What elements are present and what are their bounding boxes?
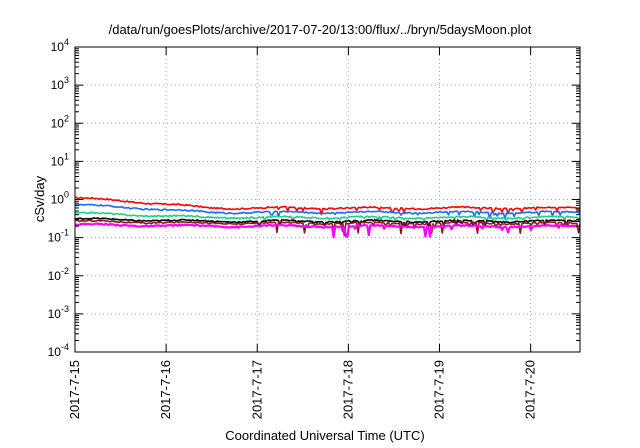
- grid-lines: [75, 47, 580, 352]
- y-axis-ticks: 10-4 10-3 10-2 10-1 100 101 102 103 104: [48, 37, 580, 359]
- y-tick-label: 10-1: [48, 228, 69, 245]
- x-tick-label: 2017-7-16: [158, 360, 173, 419]
- series-lines: [74, 196, 581, 239]
- y-tick-label: 104: [51, 37, 69, 54]
- x-tick-label: 2017-7-20: [523, 360, 538, 419]
- x-tick-label: 2017-7-19: [432, 360, 447, 419]
- y-tick-label: 10-4: [48, 342, 69, 359]
- x-tick-label: 2017-7-15: [67, 360, 82, 419]
- y-tick-label: 103: [51, 75, 69, 92]
- y-tick-label: 10-2: [48, 266, 69, 283]
- y-axis-label: cSv/day: [32, 175, 47, 222]
- y-tick-label: 10-3: [48, 304, 69, 321]
- series-line: [74, 222, 581, 239]
- y-tick-label: 102: [51, 113, 69, 130]
- series-line: [74, 217, 581, 228]
- x-axis-label: Coordinated Universal Time (UTC): [225, 428, 425, 443]
- x-axis-ticks: 2017-7-15 2017-7-16 2017-7-17 2017-7-18 2017…: [67, 47, 538, 419]
- y-tick-label: 101: [51, 151, 69, 168]
- series-line: [75, 196, 581, 216]
- series-line: [74, 211, 581, 222]
- y-tick-label: 100: [51, 190, 69, 207]
- x-tick-label: 2017-7-18: [340, 360, 355, 419]
- series-line: [74, 203, 581, 220]
- x-tick-label: 2017-7-17: [249, 360, 264, 419]
- chart-title: /data/run/goesPlots/archive/2017-07-20/1…: [108, 22, 532, 37]
